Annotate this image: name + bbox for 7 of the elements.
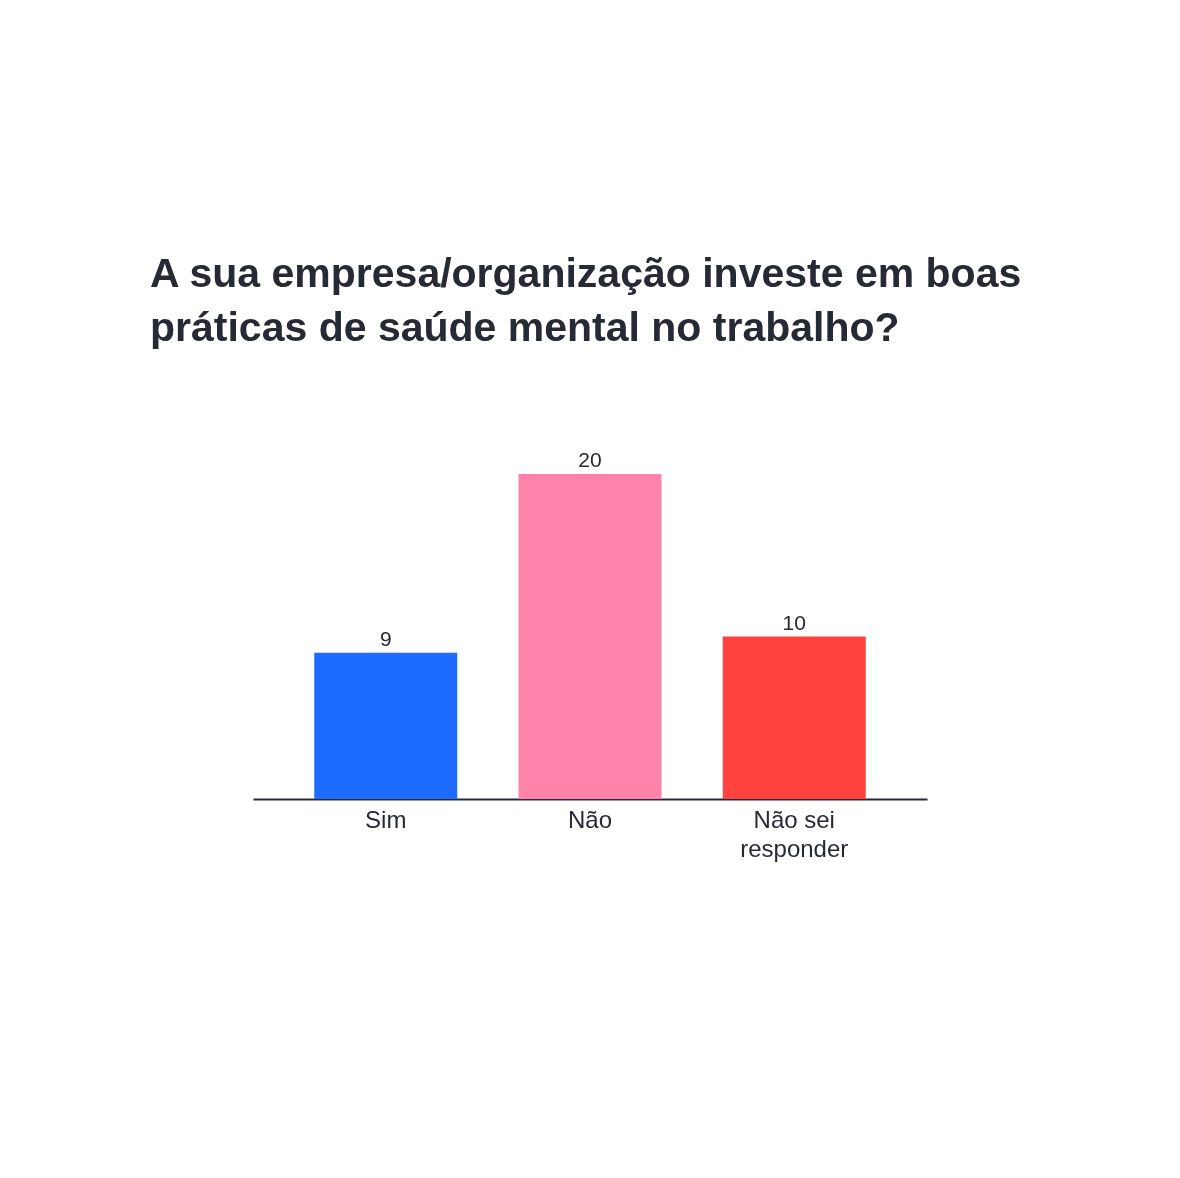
x-tick-label: Sim <box>365 805 407 833</box>
data-label: 9 <box>379 626 392 650</box>
chart-title: A sua empresa/organização investe em boas práticas de saúde mental no trabalho? <box>150 250 1022 350</box>
x-tick-label: Não sei responder <box>740 805 849 862</box>
x-tick-label: Não <box>567 805 613 833</box>
data-label: 10 <box>782 610 806 634</box>
data-label: 20 <box>578 448 602 471</box>
